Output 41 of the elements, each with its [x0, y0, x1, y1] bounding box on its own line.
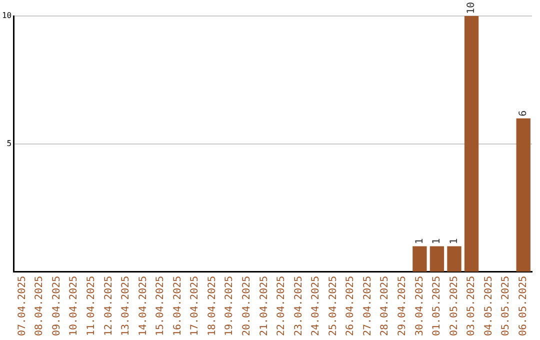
bar [447, 246, 462, 272]
x-tick-label: 22.04.2025 [276, 276, 288, 336]
x-tick-label: 23.04.2025 [293, 276, 304, 336]
x-tick-label: 18.04.2025 [206, 276, 218, 336]
bar [464, 16, 479, 272]
x-tick-label: 10.04.2025 [68, 276, 80, 336]
x-tick-label: 09.04.2025 [51, 276, 62, 336]
bar [516, 118, 530, 272]
y-tick-label: 5 [6, 138, 12, 148]
x-tick-label: 26.04.2025 [345, 276, 356, 336]
data-label: 1 [448, 238, 460, 244]
x-tick-label: 12.04.2025 [103, 276, 114, 336]
x-tick-label: 20.04.2025 [241, 276, 252, 336]
x-tick-label: 19.04.2025 [224, 276, 236, 336]
x-tick-label: 04.05.2025 [483, 276, 494, 336]
x-tick-label: 21.04.2025 [258, 276, 270, 336]
bar [412, 246, 427, 272]
x-tick-label: 06.05.2025 [518, 276, 529, 336]
x-tick-label: 17.04.2025 [190, 276, 201, 336]
data-label: 1 [432, 238, 443, 244]
x-tick-label: 13.04.2025 [120, 276, 132, 336]
data-label: 10 [466, 2, 478, 14]
x-tick-label: 24.04.2025 [310, 276, 322, 336]
x-tick-label: 03.05.2025 [466, 276, 478, 336]
x-tick-label: 28.04.2025 [380, 276, 391, 336]
bar [430, 246, 444, 272]
x-tick-label: 05.05.2025 [500, 276, 512, 336]
data-label: 6 [518, 110, 529, 116]
x-tick-label: 29.04.2025 [397, 276, 408, 336]
x-tick-label: 02.05.2025 [448, 276, 460, 336]
x-tick-label: 08.04.2025 [34, 276, 46, 336]
data-label: 1 [414, 238, 426, 244]
x-tick-label: 11.04.2025 [86, 276, 97, 336]
x-tick-label: 16.04.2025 [172, 276, 184, 336]
x-tick-label: 01.05.2025 [432, 276, 443, 336]
x-tick-label: 14.04.2025 [138, 276, 149, 336]
x-tick-label: 30.04.2025 [414, 276, 426, 336]
x-tick-label: 27.04.2025 [362, 276, 374, 336]
x-tick-label: 07.04.2025 [16, 276, 28, 336]
x-tick-label: 25.04.2025 [328, 276, 339, 336]
x-tick-label: 15.04.2025 [155, 276, 166, 336]
